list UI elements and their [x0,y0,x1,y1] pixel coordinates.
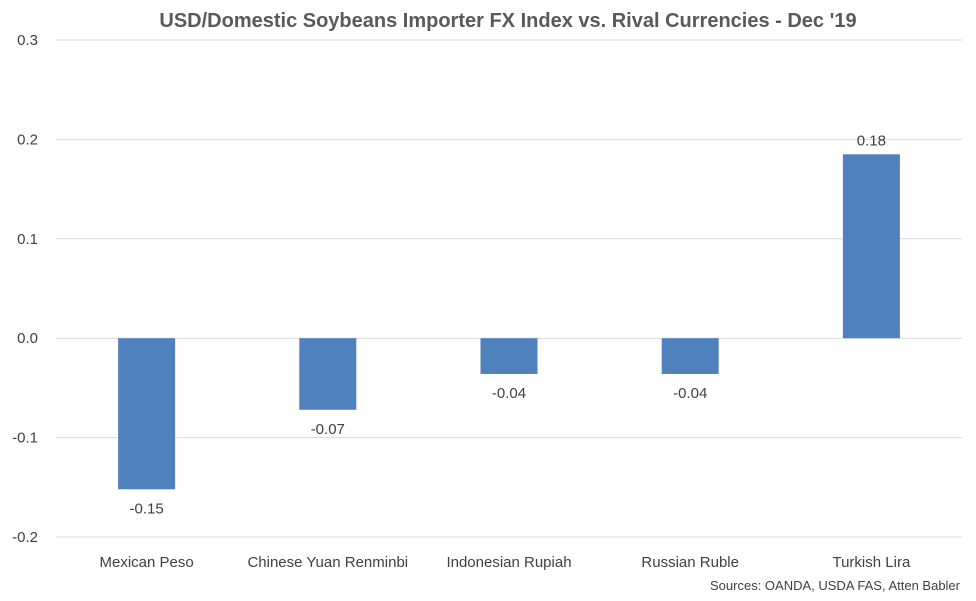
bar [661,338,719,374]
x-category-label: Chinese Yuan Renminbi [247,554,408,571]
x-category-label: Russian Ruble [641,554,739,571]
x-category-label: Turkish Lira [832,554,910,571]
chart-title: USD/Domestic Soybeans Importer FX Index … [159,10,856,32]
data-label: -0.04 [492,385,526,402]
gridlines [56,39,962,538]
data-label: -0.15 [129,500,163,517]
bar [842,154,900,339]
bar [118,338,176,490]
data-label: 0.18 [857,132,886,149]
x-category-label: Indonesian Rupiah [446,554,571,571]
bar [299,338,357,410]
data-label: -0.07 [311,421,345,438]
y-tick-label: 0.1 [17,231,38,248]
y-tick-label: -0.1 [12,430,38,447]
y-tick-label: 0.0 [17,330,38,347]
source-note: Sources: OANDA, USDA FAS, Atten Babler [710,578,961,593]
x-axis-categories: Mexican Peso Chinese Yuan Renminbi Indones… [99,554,910,571]
y-tick-label: 0.3 [17,32,38,49]
x-category-label: Mexican Peso [99,554,193,571]
y-tick-label: -0.2 [12,529,38,546]
bar [480,338,538,374]
data-label: -0.04 [673,385,707,402]
bars [118,154,900,490]
data-labels: -0.15 -0.07 -0.04 -0.04 0.18 [129,132,886,517]
y-tick-label: 0.2 [17,131,38,148]
y-axis-ticks: 0.3 0.2 0.1 0.0 -0.1 -0.2 [12,32,38,546]
